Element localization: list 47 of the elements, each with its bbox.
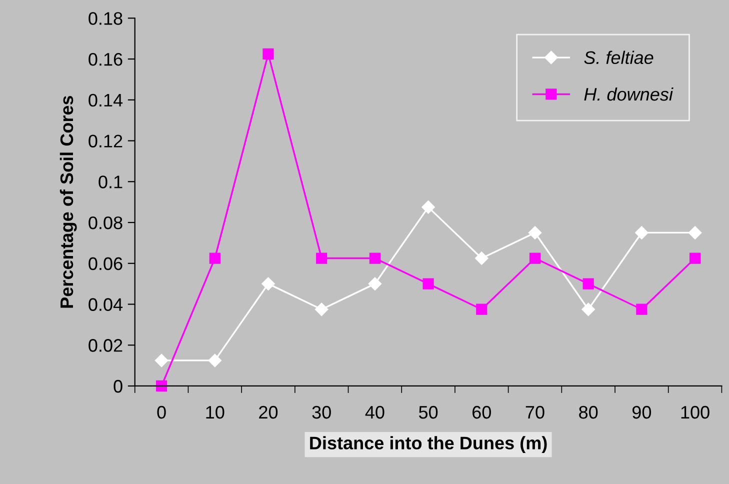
y-tick-label: 0.16 bbox=[88, 52, 122, 66]
point bbox=[582, 302, 595, 316]
point bbox=[476, 304, 488, 315]
point bbox=[315, 302, 328, 316]
x-tick-label: 90 bbox=[632, 406, 652, 419]
x-tick-label: 30 bbox=[312, 406, 331, 419]
x-axis-title: Distance into the Dunes (m) bbox=[310, 436, 547, 453]
point bbox=[688, 226, 702, 240]
point bbox=[422, 200, 435, 214]
y-tick-label: 0.12 bbox=[88, 134, 122, 148]
point bbox=[209, 252, 220, 264]
x-tick-label: 0 bbox=[157, 406, 166, 419]
x-tick-label: 10 bbox=[206, 406, 224, 419]
legend-label: H. downesi bbox=[584, 87, 674, 101]
point bbox=[368, 277, 382, 290]
point bbox=[475, 252, 488, 265]
y-tick-label: 0.14 bbox=[88, 94, 123, 107]
point bbox=[635, 226, 648, 240]
point bbox=[529, 252, 541, 264]
point bbox=[582, 278, 594, 290]
y-tick-label: 0.18 bbox=[88, 12, 122, 25]
x-tick-label: 20 bbox=[259, 406, 278, 419]
y-tick-label: 0.1 bbox=[98, 176, 122, 188]
point bbox=[262, 48, 274, 60]
y-tick-label: 0 bbox=[114, 380, 122, 393]
point bbox=[156, 380, 168, 392]
x-tick-label: 80 bbox=[579, 406, 598, 419]
point bbox=[636, 304, 648, 315]
point bbox=[689, 252, 701, 264]
point bbox=[528, 226, 542, 240]
y-tick-label: 0.06 bbox=[88, 257, 122, 270]
point bbox=[369, 252, 380, 264]
x-tick-label: 100 bbox=[681, 406, 710, 419]
y-tick-label: 0.04 bbox=[88, 298, 123, 311]
legend-label: S. feltiae bbox=[584, 50, 654, 64]
point bbox=[316, 252, 328, 264]
point bbox=[154, 354, 168, 368]
x-tick-label: 60 bbox=[472, 406, 491, 419]
x-tick-label: 40 bbox=[365, 406, 384, 419]
y-axis-title: Percentage of Soil Cores bbox=[60, 96, 77, 308]
point bbox=[262, 277, 275, 290]
x-tick-label: 70 bbox=[526, 406, 544, 419]
y-tick-label: 0.02 bbox=[88, 339, 122, 352]
point bbox=[208, 354, 222, 368]
x-tick-label: 50 bbox=[418, 406, 438, 419]
y-tick-label: 0.08 bbox=[88, 216, 122, 230]
point bbox=[422, 278, 434, 290]
